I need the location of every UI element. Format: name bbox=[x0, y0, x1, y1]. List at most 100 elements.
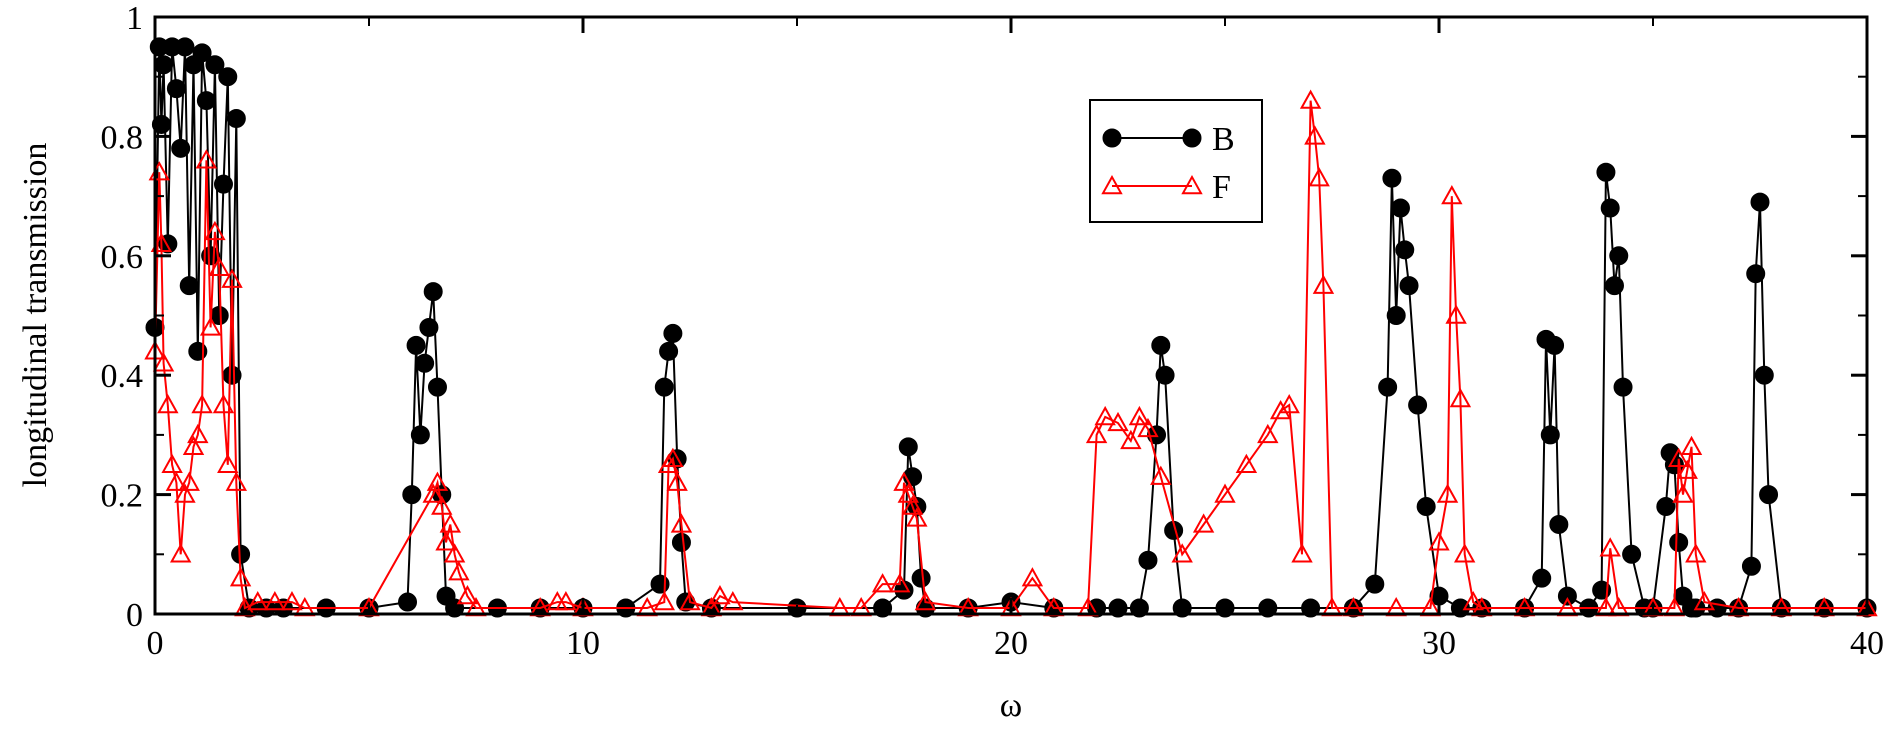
data-point-B bbox=[1613, 377, 1633, 397]
data-point-F bbox=[662, 447, 684, 467]
data-point-B bbox=[1540, 425, 1560, 445]
data-point-B bbox=[1416, 497, 1436, 517]
legend-item-B: B bbox=[1102, 121, 1235, 158]
data-point-F bbox=[1680, 435, 1703, 456]
data-point-F bbox=[1235, 453, 1258, 473]
data-point-B bbox=[654, 377, 674, 397]
data-point-F bbox=[456, 585, 479, 605]
data-point-B bbox=[1656, 497, 1676, 517]
data-point-F bbox=[169, 543, 192, 563]
data-point-B bbox=[192, 43, 212, 63]
series-B bbox=[145, 37, 1877, 618]
data-point-F bbox=[893, 471, 915, 491]
y-tick-label: 0.2 bbox=[101, 478, 144, 515]
data-point-F bbox=[431, 495, 453, 515]
data-point-F bbox=[1150, 465, 1172, 485]
data-point-F bbox=[679, 591, 701, 611]
data-point-F bbox=[195, 149, 218, 169]
data-point-F bbox=[217, 453, 239, 473]
data-point-F bbox=[1453, 543, 1476, 563]
data-point-B bbox=[659, 341, 679, 361]
y-tick-label: 1 bbox=[126, 0, 143, 37]
data-point-B bbox=[151, 114, 171, 134]
data-point-B bbox=[650, 574, 670, 594]
data-point-B bbox=[402, 485, 422, 505]
data-point-F bbox=[178, 471, 200, 491]
legend-marker bbox=[1181, 174, 1203, 195]
data-point-F bbox=[1269, 399, 1292, 420]
y-tick-label: 0.4 bbox=[101, 358, 144, 395]
axis-layer: 0 10 20 30 40 0 0.2 0.4 0.6 0.8 1 bbox=[101, 0, 1885, 662]
data-point-F bbox=[1685, 543, 1707, 563]
data-point-F bbox=[897, 483, 919, 503]
x-axis-title: ω bbox=[1000, 687, 1022, 724]
data-point-F bbox=[422, 483, 444, 503]
data-point-F bbox=[1462, 591, 1484, 611]
data-point-B bbox=[671, 532, 691, 552]
data-point-F bbox=[448, 561, 470, 581]
data-point-B bbox=[1390, 198, 1410, 218]
data-point-F bbox=[1214, 483, 1236, 503]
data-point-B bbox=[205, 55, 225, 75]
data-point-B bbox=[398, 592, 418, 612]
legend: BF bbox=[1089, 99, 1263, 223]
data-point-F bbox=[722, 591, 744, 611]
y-tick-label: 0.6 bbox=[101, 239, 144, 276]
legend-marker bbox=[1182, 128, 1202, 148]
data-point-F bbox=[1257, 423, 1279, 444]
data-point-B bbox=[222, 365, 242, 385]
data-point-B bbox=[196, 91, 216, 111]
data-point-F bbox=[709, 585, 731, 605]
data-point-F bbox=[1445, 304, 1467, 324]
data-point-B bbox=[1759, 485, 1779, 505]
legend-marker bbox=[1102, 128, 1122, 148]
y-tick-label: 0 bbox=[126, 597, 143, 634]
series-layer bbox=[144, 37, 1878, 618]
data-point-F bbox=[1107, 411, 1129, 432]
data-point-F bbox=[161, 453, 183, 473]
data-point-B bbox=[1138, 550, 1158, 570]
data-point-F bbox=[182, 435, 205, 456]
data-point-F bbox=[1192, 513, 1215, 533]
data-point-F bbox=[1436, 483, 1459, 503]
data-point-F bbox=[555, 591, 577, 611]
data-point-B bbox=[218, 67, 238, 87]
data-point-F bbox=[225, 471, 248, 491]
data-point-B bbox=[226, 108, 246, 128]
data-point-B bbox=[423, 282, 443, 302]
data-point-B bbox=[1365, 574, 1385, 594]
data-point-F bbox=[1672, 483, 1694, 503]
data-point-F bbox=[1137, 417, 1159, 438]
y-axis-title: longitudinal transmission bbox=[17, 143, 54, 488]
data-point-B bbox=[1155, 365, 1175, 385]
data-point-B bbox=[166, 79, 186, 99]
data-point-B bbox=[1408, 395, 1428, 415]
data-point-F bbox=[1304, 125, 1326, 145]
data-point-F bbox=[221, 268, 243, 288]
data-point-F bbox=[150, 232, 173, 253]
data-point-F bbox=[229, 567, 252, 587]
data-point-F bbox=[1021, 567, 1044, 587]
data-point-F bbox=[1291, 543, 1313, 563]
data-point-B bbox=[1754, 365, 1774, 385]
data-point-B bbox=[1741, 556, 1761, 576]
data-point-F bbox=[1667, 447, 1690, 467]
data-point-F bbox=[1312, 274, 1335, 294]
data-point-B bbox=[1622, 544, 1642, 564]
data-point-B bbox=[171, 138, 191, 158]
data-point-F bbox=[199, 316, 222, 336]
data-point-B bbox=[898, 437, 918, 457]
y-tick-label: 0.8 bbox=[101, 119, 144, 156]
data-point-B bbox=[1386, 306, 1406, 325]
data-point-F bbox=[1693, 591, 1716, 611]
data-point-F bbox=[1441, 185, 1463, 205]
data-point-B bbox=[1604, 276, 1624, 296]
series-line-F bbox=[154, 100, 1867, 610]
data-point-F bbox=[435, 531, 457, 551]
data-point-B bbox=[1750, 192, 1770, 212]
data-point-B bbox=[1596, 162, 1616, 182]
legend-box bbox=[1089, 99, 1263, 223]
data-point-F bbox=[1599, 537, 1621, 557]
data-point-F bbox=[1278, 393, 1300, 414]
